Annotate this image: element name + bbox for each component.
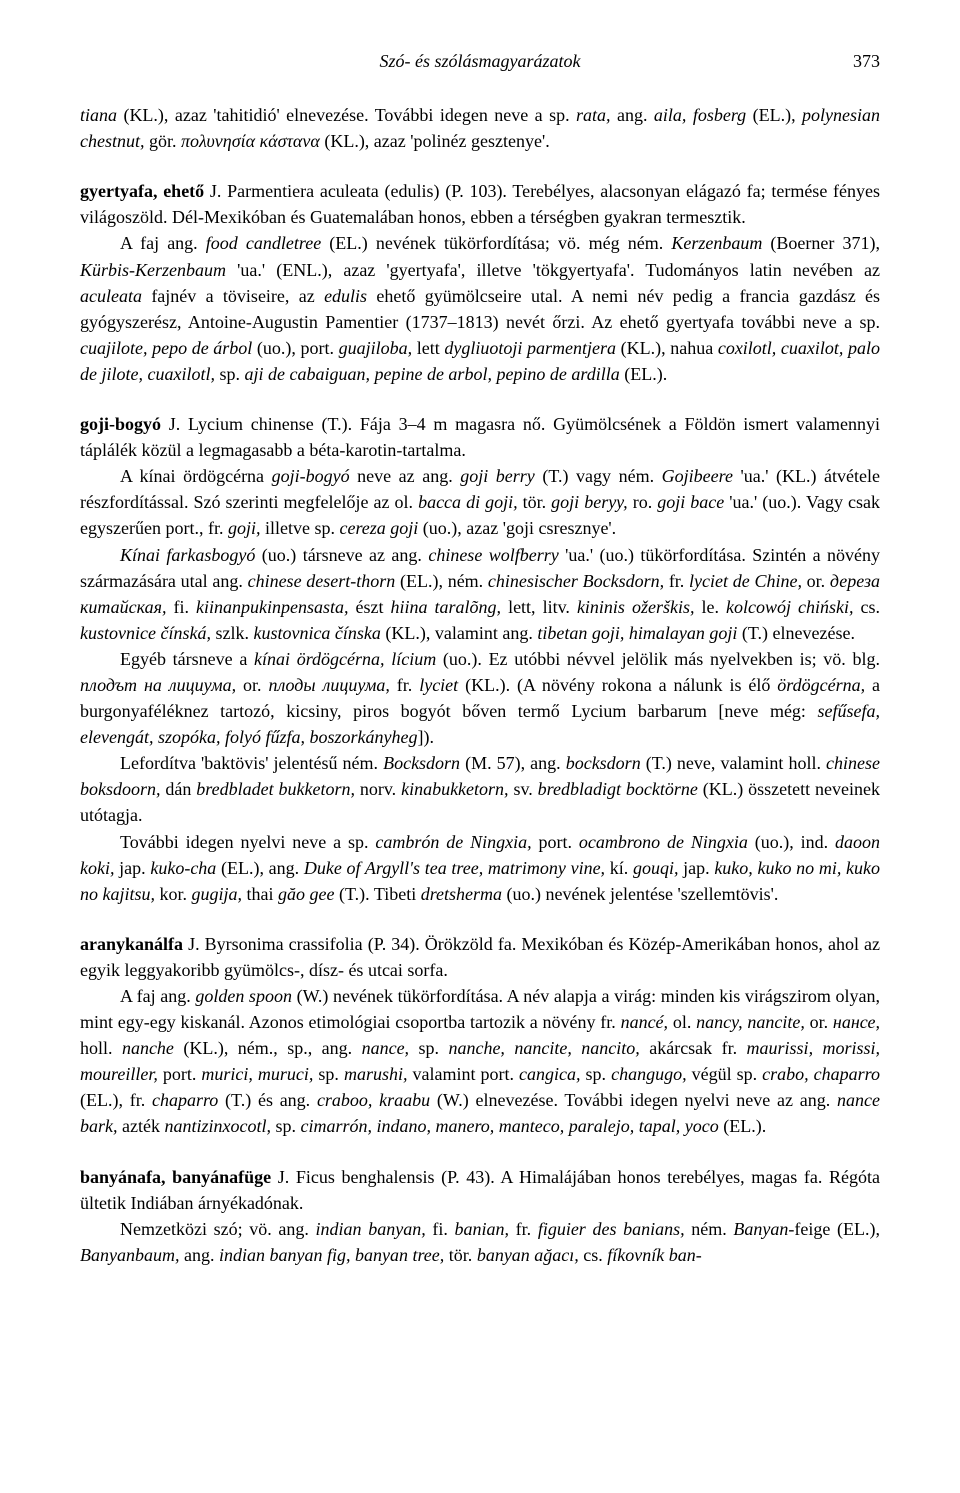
paragraph-11: A faj ang. golden spoon (W.) nevének tük… [80,983,880,1140]
page-header-title: Szó- és szólásmagyarázatok [130,48,830,74]
paragraph-7: Egyéb társneve a kínai ördögcérna, líciu… [80,646,880,750]
paragraph-1: tiana (KL.), azaz 'tahitidió' elnevezése… [80,102,880,154]
paragraph-9: További idegen nyelvi neve a sp. cambrón… [80,829,880,907]
paragraph-3: A faj ang. food candletree (EL.) nevének… [80,230,880,387]
paragraph-10: aranykanálfa J. Byrsonima crassifolia (P… [80,931,880,983]
paragraph-8: Lefordítva 'baktövis' jelentésű ném. Boc… [80,750,880,828]
paragraph-12: banyánafa, banyánafüge J. Ficus benghale… [80,1164,880,1216]
page-number: 373 [830,48,880,74]
paragraph-13: Nemzetközi szó; vö. ang. indian banyan, … [80,1216,880,1268]
paragraph-4: goji-bogyó J. Lycium chinense (T.). Fája… [80,411,880,463]
paragraph-6: Kínai farkasbogyó (uo.) társneve az ang.… [80,542,880,646]
paragraph-2: gyertyafa, ehető J. Parmentiera aculeata… [80,178,880,230]
paragraph-5: A kínai ördögcérna goji-bogyó neve az an… [80,463,880,541]
